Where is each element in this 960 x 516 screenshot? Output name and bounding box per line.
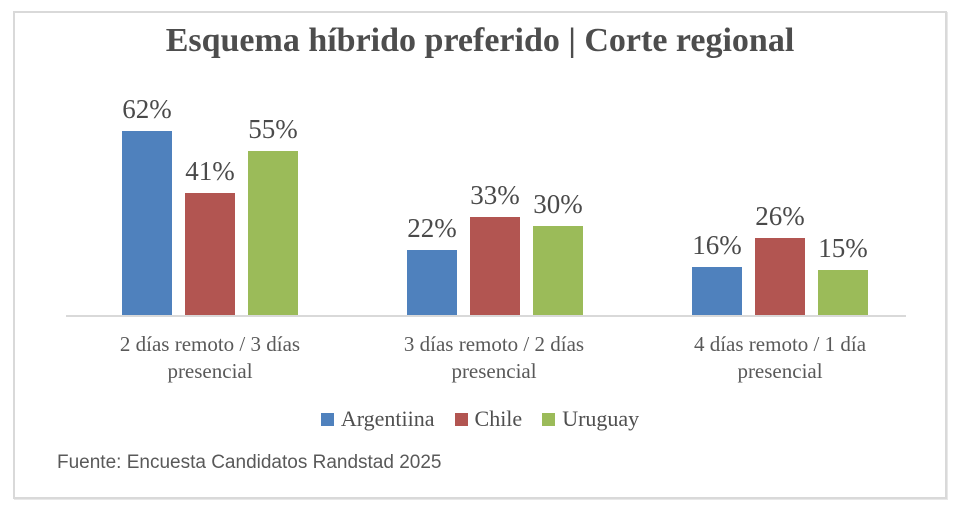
- bar-argentiina-group1: [122, 131, 172, 315]
- bar-value-label: 30%: [533, 189, 583, 219]
- category-label-3: 4 días remoto / 1 día presencial: [693, 332, 867, 383]
- bar-value-label: 41%: [185, 156, 235, 186]
- legend-item-uruguay: Uruguay: [542, 406, 639, 432]
- bar-uruguay-group2: [533, 226, 583, 315]
- bar-uruguay-group1: [248, 151, 298, 315]
- legend: Argentiina Chile Uruguay: [0, 406, 960, 432]
- bar-value-label: 22%: [407, 213, 457, 243]
- category-label-1: 2 días remoto / 3 días presencial: [119, 332, 301, 383]
- bar-value-label: 33%: [470, 180, 520, 210]
- bar-value-label: 62%: [122, 94, 172, 124]
- legend-label: Argentiina: [340, 406, 435, 431]
- category-label-2: 3 días remoto / 2 días presencial: [403, 332, 585, 383]
- bar-chile-group1: [185, 193, 235, 315]
- bar-value-label: 15%: [818, 233, 868, 263]
- chart-title: Esquema híbrido preferido | Corte region…: [165, 22, 795, 59]
- legend-item-argentiina: Argentiina: [320, 406, 435, 432]
- bar-value-label: 16%: [692, 230, 742, 260]
- source-note: Fuente: Encuesta Candidatos Randstad 202…: [57, 452, 442, 473]
- plot-area: 62% 41% 55% 22% 33% 30% 16% 26% 15%: [66, 94, 906, 317]
- bar-chile-group2: [470, 217, 520, 315]
- bar-argentiina-group3: [692, 267, 742, 315]
- bar-uruguay-group3: [818, 270, 868, 315]
- legend-swatch-icon: [320, 412, 334, 426]
- bar-argentiina-group2: [407, 250, 457, 315]
- bar-chile-group3: [755, 238, 805, 315]
- category-axis: 2 días remoto / 3 días presencial 3 días …: [0, 331, 960, 401]
- legend-item-chile: Chile: [454, 406, 523, 432]
- bar-value-label: 55%: [248, 114, 298, 144]
- legend-swatch-icon: [454, 412, 468, 426]
- legend-label: Uruguay: [562, 406, 640, 431]
- legend-label: Chile: [474, 406, 523, 431]
- legend-swatch-icon: [542, 412, 556, 426]
- bar-value-label: 26%: [755, 201, 805, 231]
